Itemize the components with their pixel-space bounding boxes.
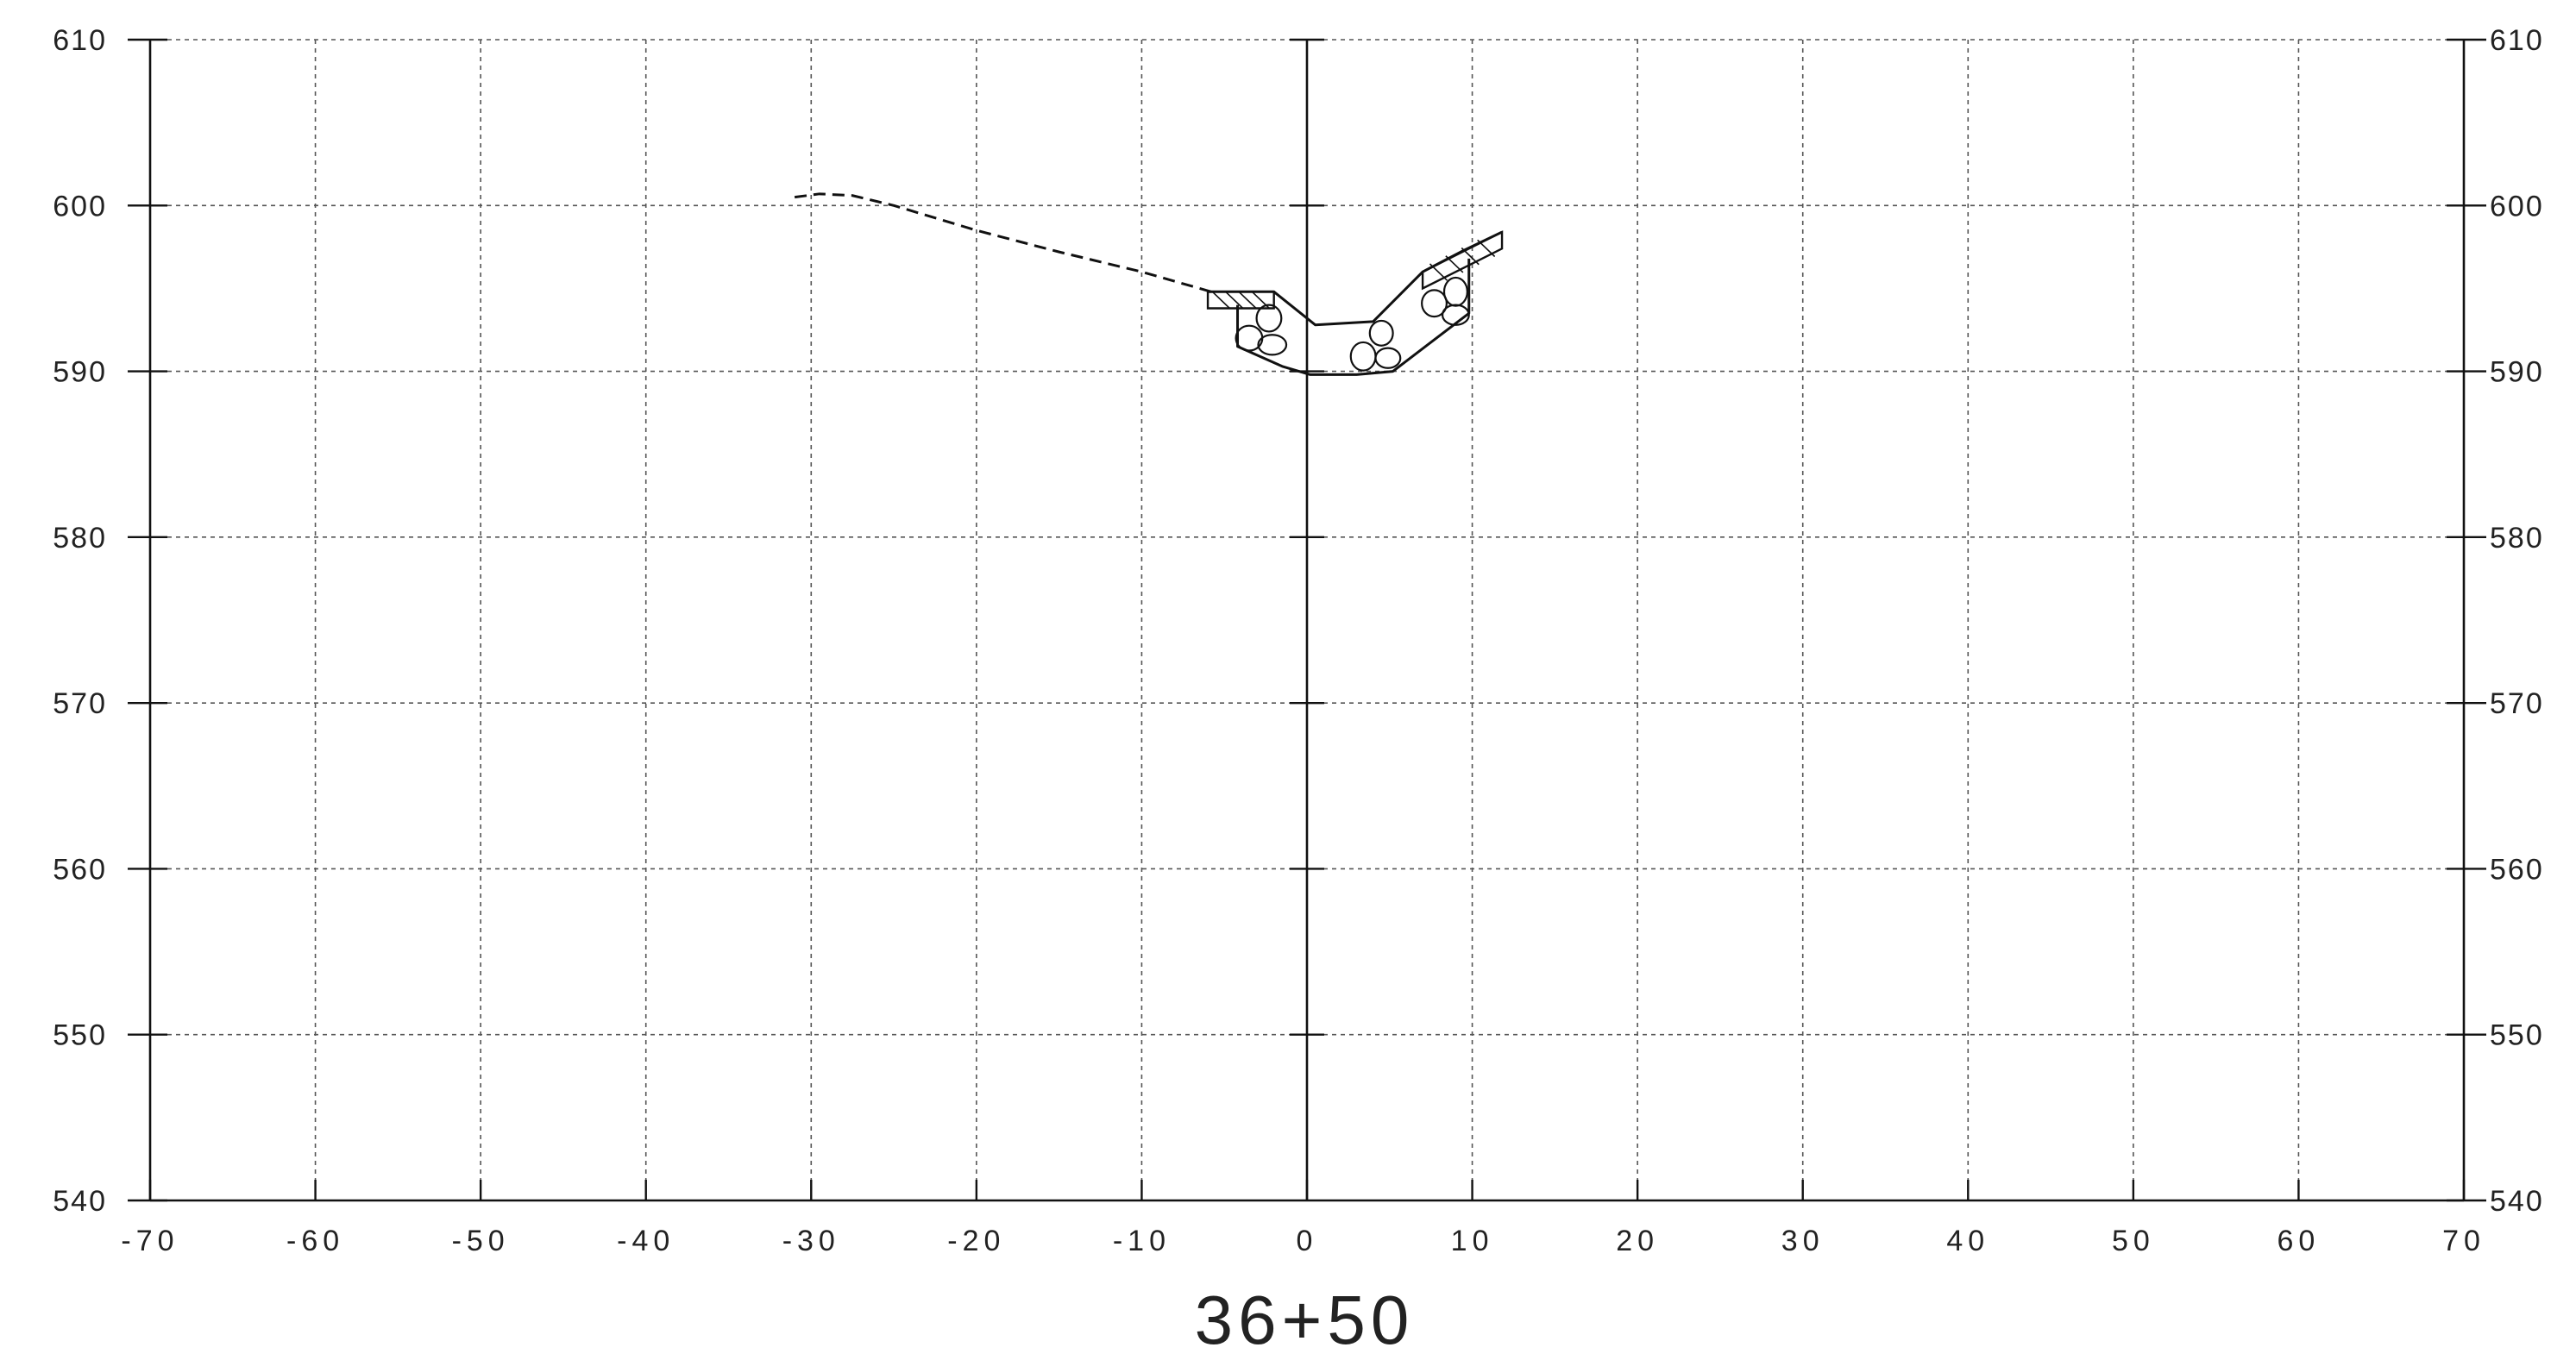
x-tick-label: 10 bbox=[1451, 1225, 1494, 1257]
y-tick-label-right: 560 bbox=[2490, 853, 2544, 886]
axes bbox=[128, 38, 2486, 1202]
x-tick-label: 40 bbox=[1946, 1225, 1989, 1257]
riprap-rock bbox=[1442, 276, 1468, 307]
riprap-rock bbox=[1368, 319, 1394, 347]
y-tick-label-left: 600 bbox=[53, 190, 107, 222]
profile-lines bbox=[794, 192, 1504, 376]
x-tick-label: -70 bbox=[121, 1225, 179, 1257]
existing-ground-line bbox=[794, 192, 1212, 293]
x-tick-label: -30 bbox=[782, 1225, 840, 1257]
hatch-stroke bbox=[1211, 291, 1230, 310]
riprap-rock bbox=[1441, 304, 1470, 326]
y-tick-label-right: 540 bbox=[2490, 1185, 2544, 1218]
y-tick-label-right: 570 bbox=[2490, 687, 2544, 720]
y-tick-label-left: 580 bbox=[53, 522, 107, 555]
y-tick-label-left: 550 bbox=[53, 1019, 107, 1052]
hatch-stroke bbox=[1429, 263, 1448, 281]
y-tick-label-left: 540 bbox=[53, 1185, 107, 1218]
riprap-rock bbox=[1421, 289, 1448, 318]
y-tick-label-left: 590 bbox=[53, 356, 107, 389]
y-tick-label-right: 580 bbox=[2490, 522, 2544, 555]
hatch-stroke bbox=[1251, 291, 1270, 310]
riprap-rock bbox=[1374, 347, 1402, 369]
x-tick-label: 60 bbox=[2278, 1225, 2321, 1257]
x-tick-label: -10 bbox=[1113, 1225, 1171, 1257]
y-tick-label-right: 590 bbox=[2490, 356, 2544, 389]
riprap-rock bbox=[1255, 304, 1283, 333]
hatch-stroke bbox=[1238, 291, 1257, 310]
x-tick-label: 20 bbox=[1616, 1225, 1659, 1257]
x-tick-label: 70 bbox=[2442, 1225, 2485, 1257]
y-tick-label-left: 560 bbox=[53, 853, 107, 886]
hatch-stroke bbox=[1461, 247, 1480, 266]
riprap-rock bbox=[1349, 341, 1377, 372]
x-tick-label: -40 bbox=[617, 1225, 675, 1257]
y-tick-label-left: 570 bbox=[53, 687, 107, 720]
y-tick-label-right: 550 bbox=[2490, 1019, 2544, 1052]
hatched-block bbox=[1206, 291, 1275, 310]
station-label: 36+50 bbox=[1195, 1282, 1415, 1356]
x-tick-label: 0 bbox=[1297, 1225, 1318, 1257]
y-tick-label-left: 610 bbox=[53, 24, 107, 57]
y-tick-label-right: 610 bbox=[2490, 24, 2544, 57]
hatched-block bbox=[1421, 230, 1504, 291]
x-tick-label: 30 bbox=[1781, 1225, 1825, 1257]
x-tick-label: -50 bbox=[452, 1225, 510, 1257]
hatch-stroke bbox=[1477, 239, 1496, 258]
hatch-stroke bbox=[1225, 291, 1244, 310]
hatch-stroke bbox=[1445, 255, 1464, 273]
y-tick-label-right: 600 bbox=[2490, 190, 2544, 222]
x-tick-label: 50 bbox=[2112, 1225, 2155, 1257]
x-tick-label: -20 bbox=[947, 1225, 1005, 1257]
riprap-rock bbox=[1257, 334, 1288, 356]
x-tick-label: -60 bbox=[286, 1225, 344, 1257]
